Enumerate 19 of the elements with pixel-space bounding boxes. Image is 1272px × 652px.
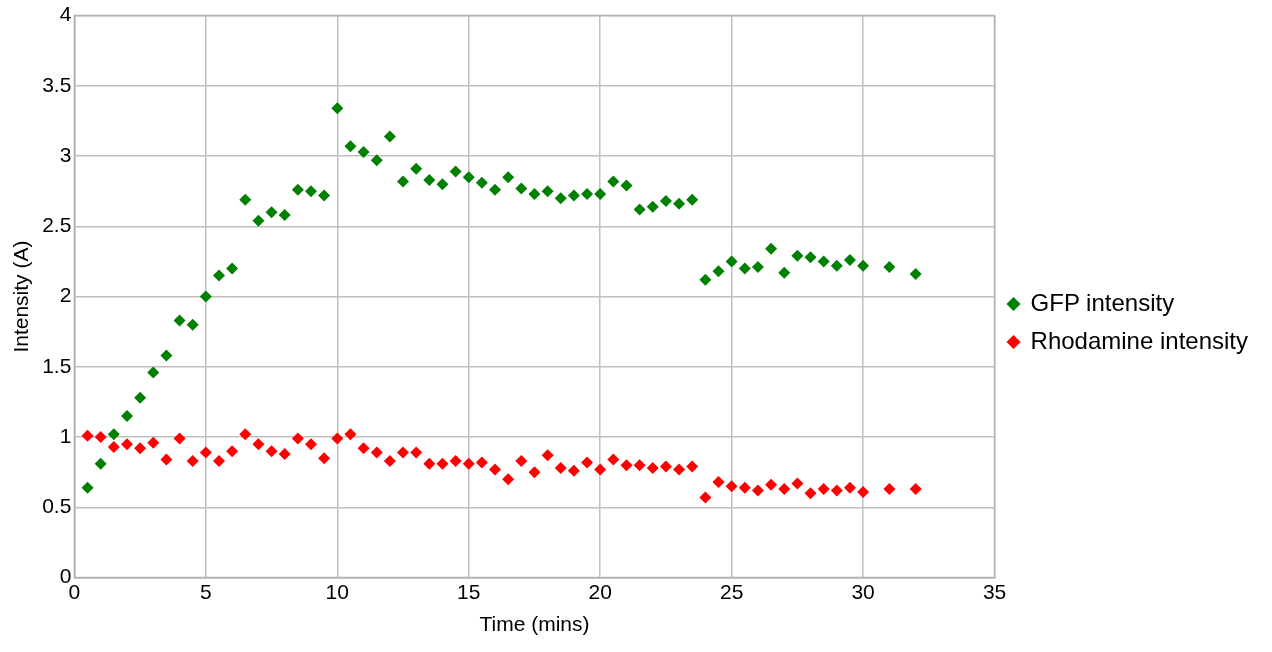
x-tick-label: 5 bbox=[200, 580, 212, 603]
x-tick-label: 10 bbox=[325, 580, 349, 603]
y-tick-label: 1.5 bbox=[42, 353, 72, 377]
y-tick-label: 2.5 bbox=[42, 213, 72, 237]
y-tick-label: 1 bbox=[59, 423, 72, 447]
legend-label: GFP intensity bbox=[1030, 288, 1175, 316]
legend-label: Rhodamine intensity bbox=[1030, 326, 1248, 354]
y-tick-label: 0.5 bbox=[42, 494, 72, 518]
y-tick-label: 3.5 bbox=[42, 72, 72, 96]
x-tick-label: 30 bbox=[851, 580, 875, 603]
y-axis-title: Intensity (A) bbox=[9, 240, 33, 353]
x-tick-label: 15 bbox=[457, 580, 481, 603]
x-tick-label: 20 bbox=[588, 580, 612, 603]
y-tick-label: 2 bbox=[59, 283, 72, 307]
x-axis-title: Time (mins) bbox=[479, 612, 590, 636]
x-tick-label: 25 bbox=[719, 580, 744, 603]
y-tick-label: 3 bbox=[59, 142, 72, 166]
y-tick-label: 4 bbox=[59, 2, 72, 26]
x-tick-label: 35 bbox=[982, 580, 1007, 603]
